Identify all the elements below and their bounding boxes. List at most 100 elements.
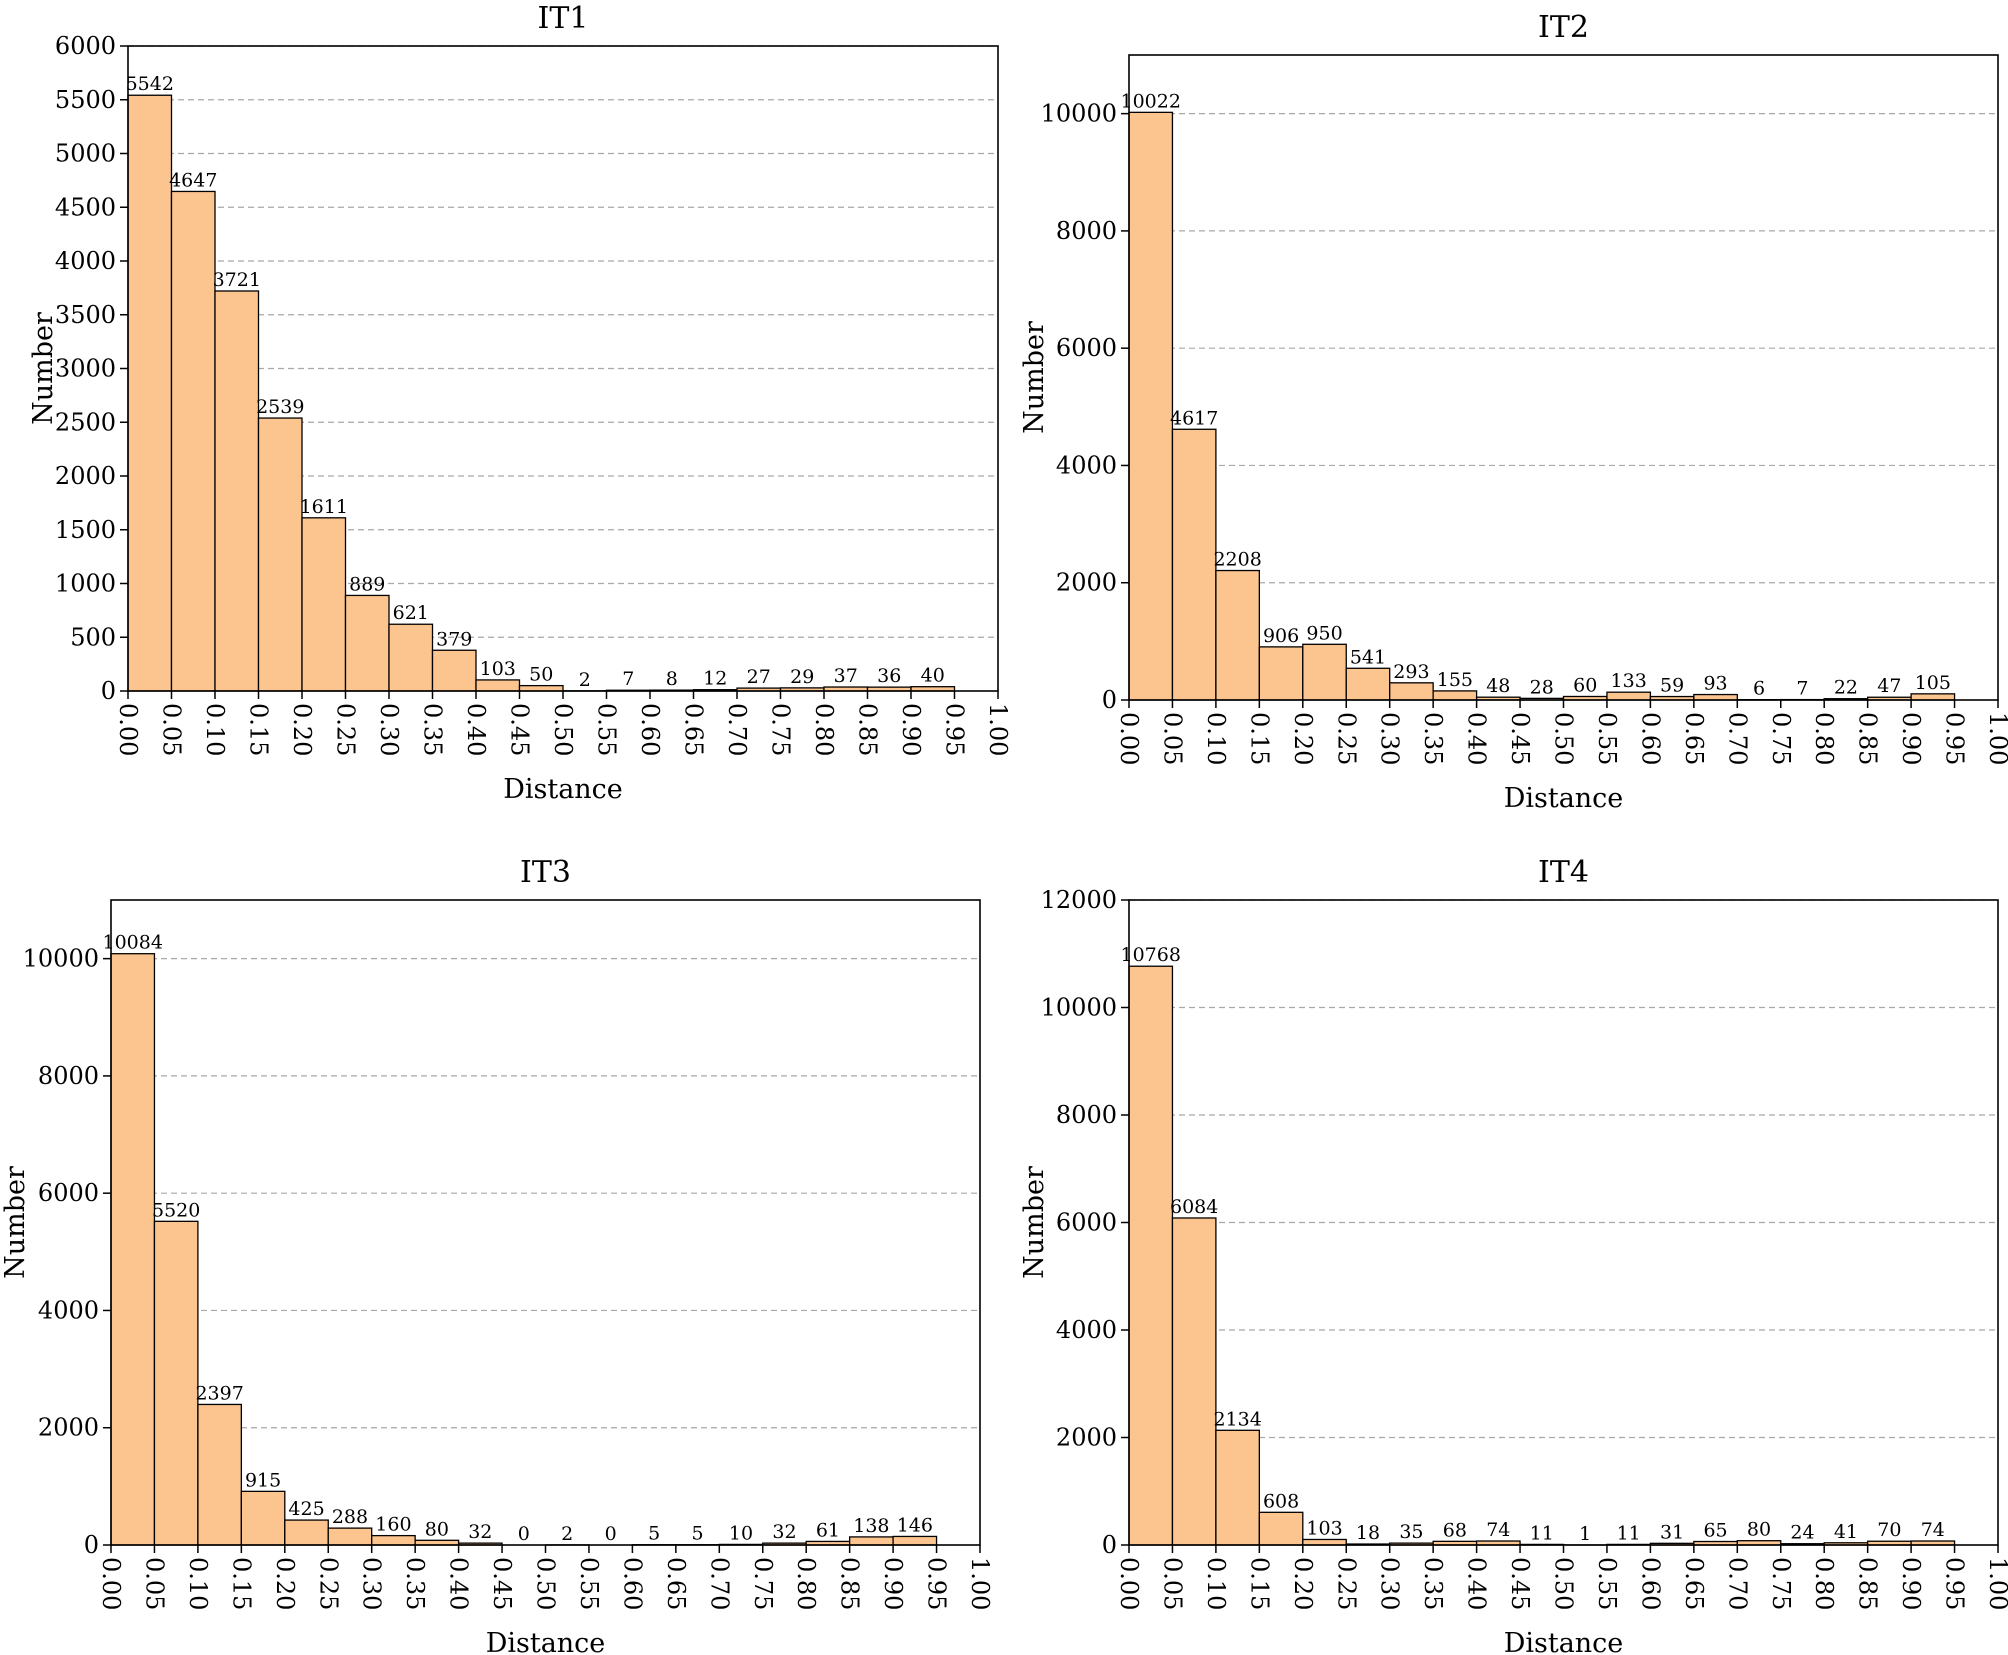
x-tick-label: 0.05	[1158, 1557, 1186, 1610]
x-tick-label: 0.65	[1680, 712, 1708, 765]
x-tick-label: 0.20	[1289, 712, 1317, 765]
bar	[1910, 693, 1956, 701]
data-label: 103	[1306, 1517, 1342, 1539]
x-tick-label: 1.00	[1984, 712, 2008, 765]
x-tick-label: 0.55	[593, 703, 621, 756]
data-label: 37	[834, 665, 858, 687]
data-label: 8	[666, 668, 678, 690]
bar	[1606, 691, 1652, 701]
y-tick-label: 0	[1102, 1531, 1117, 1559]
y-tick-label: 2500	[55, 408, 116, 436]
data-label: 4617	[1170, 407, 1218, 429]
y-axis-label: Number	[1019, 1166, 1050, 1279]
x-tick-label: 0.70	[1723, 712, 1751, 765]
data-label: 32	[468, 1521, 492, 1543]
y-tick-label: 6000	[55, 32, 116, 60]
data-label: 32	[772, 1521, 796, 1543]
data-label: 7	[1796, 678, 1808, 700]
data-label: 146	[897, 1514, 933, 1536]
data-label: 61	[816, 1519, 840, 1541]
bar	[849, 1536, 894, 1546]
data-label: 288	[332, 1506, 368, 1528]
x-tick-label: 0.75	[1767, 712, 1795, 765]
y-tick-label: 10000	[1041, 100, 1117, 128]
x-tick-label: 0.95	[941, 703, 969, 756]
data-label: 60	[1573, 674, 1597, 696]
x-tick-label: 0.95	[923, 1557, 951, 1610]
bar	[1128, 111, 1174, 701]
x-tick-label: 0.90	[1897, 712, 1925, 765]
x-tick-label: 0.05	[140, 1557, 168, 1610]
data-label: 2397	[195, 1382, 243, 1404]
x-tick-label: 0.20	[288, 703, 316, 756]
x-tick-label: 0.65	[680, 703, 708, 756]
x-tick-label: 0.50	[532, 1557, 560, 1610]
data-label: 7	[622, 668, 634, 690]
data-label: 35	[1399, 1521, 1423, 1543]
data-label: 50	[529, 664, 553, 686]
x-tick-label: 0.75	[749, 1557, 777, 1610]
data-label: 608	[1263, 1490, 1299, 1512]
data-label: 0	[605, 1523, 617, 1545]
bar	[1693, 693, 1738, 701]
bar	[1258, 646, 1304, 701]
x-tick-label: 0.90	[879, 1557, 907, 1610]
x-tick-label: 0.70	[705, 1557, 733, 1610]
x-tick-label: 0.10	[1202, 712, 1230, 765]
data-label: 59	[1660, 675, 1684, 697]
x-tick-label: 1.00	[984, 703, 1012, 756]
data-label: 2208	[1213, 549, 1261, 571]
data-label: 915	[245, 1469, 281, 1491]
bar	[475, 679, 521, 692]
data-label: 47	[1877, 675, 1901, 697]
y-tick-label: 4500	[55, 193, 116, 221]
data-label: 40	[921, 665, 945, 687]
data-label: 160	[375, 1514, 411, 1536]
y-tick-label: 0	[84, 1531, 99, 1559]
data-label: 11	[1617, 1522, 1641, 1544]
x-tick-label: 0.60	[1636, 712, 1664, 765]
x-tick-label: 0.35	[1419, 1557, 1447, 1610]
x-tick-label: 0.15	[1245, 1557, 1273, 1610]
data-label: 29	[790, 666, 814, 688]
data-label: 133	[1611, 670, 1647, 692]
data-label: 138	[853, 1515, 889, 1537]
bar	[301, 517, 347, 692]
bar	[240, 1490, 286, 1546]
y-axis-label: Number	[0, 1166, 31, 1279]
bar	[1215, 1429, 1261, 1546]
data-label: 5	[648, 1523, 660, 1545]
x-tick-label: 0.25	[332, 703, 360, 756]
x-tick-label: 0.00	[114, 703, 142, 756]
bar	[1128, 965, 1174, 1546]
bar	[1302, 643, 1347, 701]
data-label: 621	[393, 602, 429, 624]
data-label: 27	[747, 666, 771, 688]
bar	[1345, 667, 1391, 701]
x-tick-label: 0.80	[792, 1557, 820, 1610]
data-label: 31	[1660, 1521, 1684, 1543]
data-label: 22	[1834, 677, 1858, 699]
bar	[1171, 428, 1217, 701]
x-tick-label: 0.10	[184, 1557, 212, 1610]
x-tick-label: 0.35	[419, 703, 447, 756]
chart-title: IT2	[1538, 10, 1589, 45]
bar	[110, 953, 156, 1546]
y-tick-label: 0	[101, 677, 116, 705]
x-tick-label: 0.50	[1550, 712, 1578, 765]
x-tick-label: 0.60	[636, 703, 664, 756]
x-tick-label: 0.85	[1854, 712, 1882, 765]
x-tick-label: 0.65	[1680, 1557, 1708, 1610]
data-label: 3721	[213, 269, 261, 291]
y-tick-label: 2000	[1056, 1424, 1117, 1452]
x-tick-label: 0.35	[1419, 712, 1447, 765]
bar	[518, 684, 564, 692]
y-tick-label: 8000	[1056, 1101, 1117, 1129]
data-label: 2	[579, 669, 591, 691]
data-label: 6	[1753, 678, 1765, 700]
x-tick-label: 0.85	[854, 703, 882, 756]
y-tick-label: 3000	[55, 355, 116, 383]
x-tick-label: 0.50	[1550, 1557, 1578, 1610]
data-label: 10084	[102, 932, 162, 954]
